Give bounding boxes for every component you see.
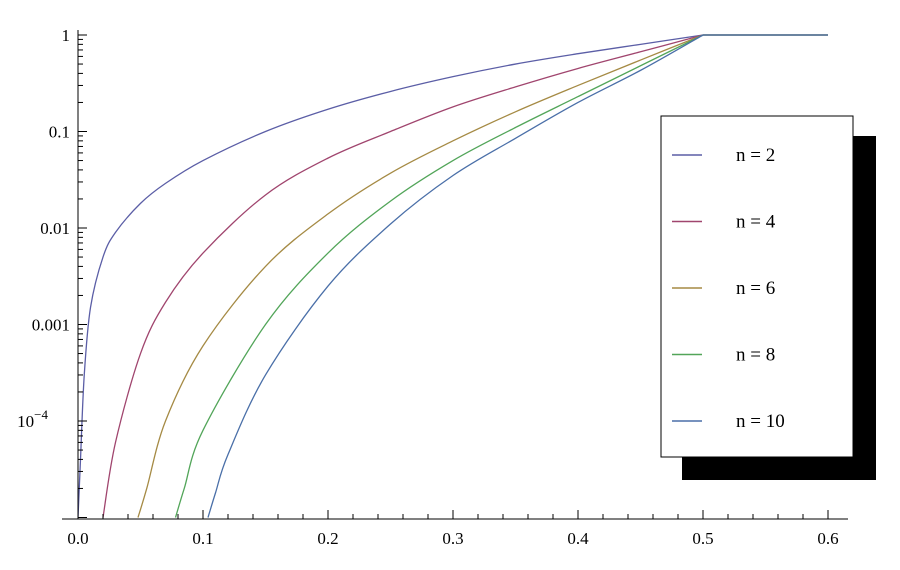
- x-tick-label: 0.1: [192, 529, 213, 548]
- x-tick-label: 0.6: [817, 529, 838, 548]
- x-tick-label: 0.0: [67, 529, 88, 548]
- axes: 0.0 0.1 0.2 0.3 0.4 0.5 0.6 1 0.1 0.01 0.001 10−4: [17, 26, 848, 548]
- y-tick-label: 0.01: [40, 219, 70, 238]
- x-tick-label: 0.4: [567, 529, 589, 548]
- series-line-n-10: [207, 34, 828, 518]
- legend-label: n = 2: [736, 145, 775, 166]
- legend-label: n = 8: [736, 345, 775, 366]
- legend-box: [660, 115, 854, 458]
- legend-label: n = 6: [736, 278, 775, 299]
- x-tick-label: 0.3: [442, 529, 463, 548]
- x-axis-ticks: 0.0 0.1 0.2 0.3 0.4 0.5 0.6: [67, 510, 839, 548]
- y-axis-ticks: 1 0.1 0.01 0.001 10−4: [17, 26, 87, 518]
- series-line-n-2: [78, 34, 828, 518]
- series-line-n-4: [102, 34, 828, 518]
- series-group: [78, 34, 828, 518]
- y-tick-label: 0.1: [49, 123, 70, 142]
- series-line-n-6: [137, 34, 828, 518]
- x-tick-label: 0.5: [692, 529, 713, 548]
- y-tick-label: 1: [62, 26, 71, 45]
- y-tick-label: 0.001: [32, 316, 70, 335]
- legend-label: n = 4: [736, 212, 776, 233]
- legend: n = 2 n = 4 n = 6 n = 8 n = 10: [660, 115, 876, 480]
- y-tick-label: 10−4: [17, 407, 48, 431]
- x-tick-label: 0.2: [317, 529, 338, 548]
- series-line-n-8: [174, 34, 828, 518]
- legend-label: n = 10: [736, 411, 785, 432]
